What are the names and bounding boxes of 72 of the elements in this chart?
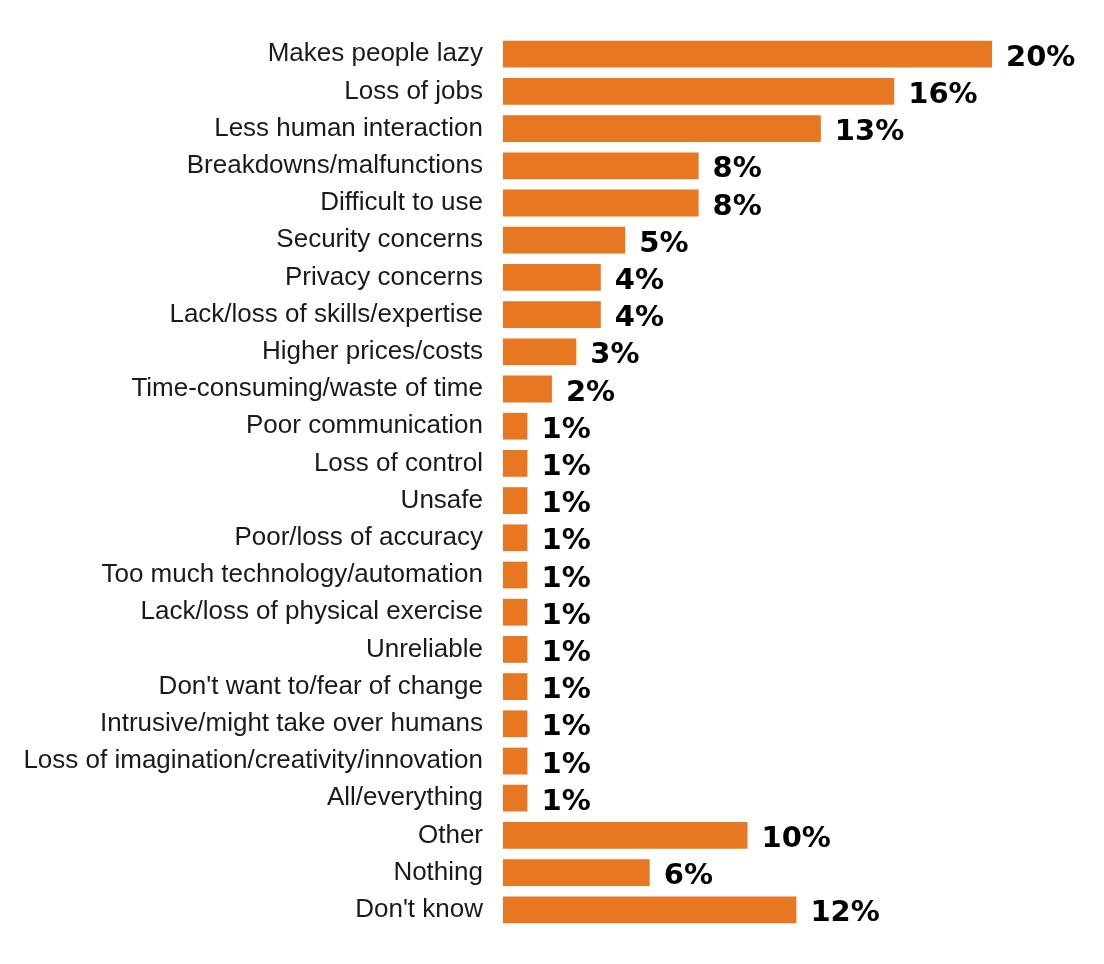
data-label: 1% <box>541 745 591 780</box>
data-label: 1% <box>541 633 591 668</box>
y-tick-label: Don't know <box>355 892 484 923</box>
bar <box>503 896 797 924</box>
bar <box>503 152 699 180</box>
y-tick-label: Security concerns <box>276 223 483 254</box>
y-tick-label: Loss of imagination/creativity/innovation <box>23 744 483 775</box>
data-label: 1% <box>541 410 591 445</box>
data-label: 1% <box>541 782 591 817</box>
data-label: 13% <box>834 113 905 148</box>
y-tick-label: Time-consuming/waste of time <box>131 372 483 403</box>
data-label: 4% <box>614 261 665 296</box>
y-tick-label: Loss of control <box>313 446 483 477</box>
y-tick-label: Too much technology/automation <box>101 558 483 589</box>
y-tick-label: Don't want to/fear of change <box>158 669 483 700</box>
bar <box>503 859 650 886</box>
data-label: 4% <box>614 299 665 334</box>
data-label: 6% <box>663 857 713 892</box>
y-tick-label: Intrusive/might take over humans <box>100 706 483 737</box>
y-tick-label: Less human interaction <box>214 111 483 142</box>
y-tick-label: Poor communication <box>246 409 483 440</box>
bar <box>503 561 528 589</box>
bar <box>503 338 577 366</box>
bar <box>503 264 601 291</box>
y-tick-label: Unreliable <box>365 632 483 663</box>
bar <box>503 226 626 254</box>
y-tick-label: Nothing <box>393 855 483 886</box>
bar <box>503 115 821 142</box>
data-label: 1% <box>541 559 591 594</box>
bar <box>503 301 601 328</box>
y-tick-label: Loss of jobs <box>344 74 483 105</box>
bar <box>503 375 552 403</box>
data-label: 8% <box>712 150 762 185</box>
y-tick-label: All/everything <box>326 781 483 812</box>
data-label: 5% <box>639 224 689 259</box>
data-label: 10% <box>761 819 831 854</box>
bar <box>503 822 748 849</box>
bar <box>503 710 528 738</box>
data-label: 1% <box>541 522 591 557</box>
y-tick-label: Lack/loss of physical exercise <box>140 595 483 626</box>
y-tick-label: Breakdowns/malfunctions <box>186 148 483 179</box>
bar <box>503 189 699 217</box>
bar <box>503 412 528 440</box>
y-tick-label: Other <box>417 818 484 849</box>
y-tick-label: Unsafe <box>400 483 483 514</box>
data-label: 2% <box>565 373 616 408</box>
bar <box>503 784 528 812</box>
data-label: 20% <box>1006 38 1076 73</box>
bar <box>503 40 992 68</box>
bar <box>503 598 528 626</box>
data-label: 1% <box>541 447 591 482</box>
data-label: 1% <box>541 596 591 631</box>
bar <box>503 487 528 514</box>
data-label: 12% <box>810 894 880 929</box>
y-tick-label: Makes people lazy <box>267 37 483 68</box>
y-tick-label: Difficult to use <box>320 186 483 217</box>
bar <box>503 450 528 477</box>
y-tick-label: Higher prices/costs <box>261 334 483 365</box>
bar <box>503 524 528 552</box>
y-tick-label: Privacy concerns <box>285 260 483 291</box>
data-label: 16% <box>908 75 978 110</box>
y-tick-label: Poor/loss of accuracy <box>234 520 483 551</box>
bar <box>503 673 528 700</box>
bar <box>503 747 528 775</box>
bar <box>503 636 528 663</box>
data-label: 3% <box>590 336 640 371</box>
data-label: 1% <box>541 708 591 743</box>
data-label: 1% <box>541 485 591 520</box>
bar <box>503 78 895 105</box>
y-tick-label: Lack/loss of skills/expertise <box>169 297 483 328</box>
data-label: 1% <box>541 671 591 706</box>
data-label: 8% <box>712 187 762 222</box>
